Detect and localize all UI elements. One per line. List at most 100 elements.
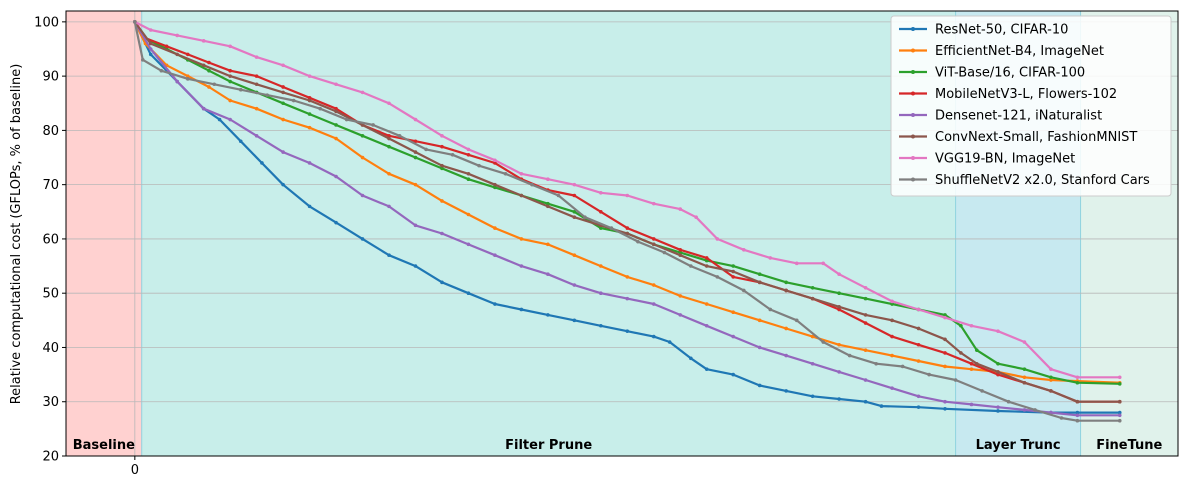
data-point [307,112,312,116]
data-point [413,139,418,144]
data-point [440,134,444,138]
data-point [741,247,746,252]
data-point [572,283,577,287]
data-point [413,155,418,160]
data-point [307,74,312,78]
data-point [307,161,312,165]
data-point [493,182,497,187]
legend-label: ViT-Base/16, CIFAR-100 [935,66,1085,81]
data-point [307,96,312,100]
data-point [1117,375,1122,380]
data-point [546,272,550,277]
data-point [387,253,391,258]
data-point [413,117,418,122]
data-point [371,123,375,127]
data-point [519,172,524,176]
data-point [185,77,190,81]
phase-label-1: Filter Prune [505,438,592,453]
data-point [201,63,206,68]
data-point [599,323,603,328]
data-point [493,226,497,230]
data-point [651,237,656,241]
data-point [583,215,587,220]
data-point [387,204,391,209]
data-point [387,136,391,141]
data-point [556,193,561,198]
data-point [768,307,773,312]
data-point [943,399,947,404]
data-point [493,158,497,163]
y-tick-label: 80 [42,124,59,139]
data-point [890,334,894,339]
data-point [741,288,746,293]
data-point [837,304,841,309]
data-point [572,215,577,220]
data-point [466,242,471,247]
data-point [424,147,428,152]
data-point [334,106,338,111]
data-point [281,63,285,68]
phase-region-0 [66,11,142,456]
data-point [140,58,145,62]
data-point [662,250,667,255]
data-point [546,177,550,182]
data-point [1075,413,1080,418]
data-point [667,340,672,344]
data-point [164,44,169,49]
legend-label: VGG19-BN, ImageNet [935,152,1075,167]
data-point [1006,399,1011,404]
data-point [493,253,497,258]
data-point [996,405,1000,409]
legend-label: Densenet-121, iNaturalist [935,109,1102,124]
data-point [757,383,762,388]
data-point [837,272,841,277]
data-point [651,242,656,247]
data-point [1049,367,1053,371]
data-point [254,55,259,59]
data-point [731,269,735,274]
y-tick-label: 60 [42,232,59,247]
legend: ResNet-50, CIFAR-10 EfficientNet-B4, Imag… [890,15,1172,197]
data-point [890,353,894,358]
data-point [217,117,222,122]
series-line [133,21,1120,414]
data-point [678,294,683,298]
legend-marker [911,156,915,160]
data-point [572,193,577,198]
data-point [546,242,550,247]
legend-label: ShuffleNetV2 x2.0, Stanford Cars [935,173,1150,188]
data-point [837,370,841,374]
data-point [996,372,1000,377]
data-point [519,193,524,198]
data-point [784,389,788,393]
y-axis-label: Relative computational cost (GFLOPs, % o… [9,64,24,405]
data-point [863,348,868,352]
data-point [890,299,894,304]
data-point [413,264,418,268]
data-point [943,351,947,355]
data-point [530,182,534,187]
data-point [546,313,550,317]
data-point [916,394,921,399]
y-tick-label: 50 [42,287,59,302]
data-point [715,275,720,279]
data-point [265,93,270,97]
data-point [996,361,1000,366]
data-point [360,237,365,241]
data-point [1022,380,1027,385]
series-line [133,21,1120,417]
legend-entry: ShuffleNetV2 x2.0, Stanford Cars [899,173,1150,188]
data-point [546,201,550,206]
plot-frame [65,10,1179,457]
data-point [440,231,444,236]
data-point [185,52,190,57]
data-point [503,172,508,176]
data-point [360,134,365,138]
data-point [260,161,264,165]
data-point [784,353,788,358]
data-point [334,136,338,141]
data-point [943,315,947,320]
data-point [863,313,868,317]
data-point [943,406,947,411]
